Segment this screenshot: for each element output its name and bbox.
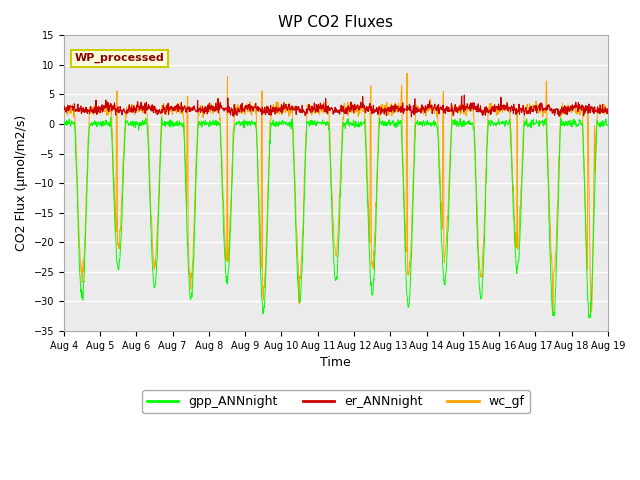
er_ANNnight — [604, 106, 611, 112]
gpp_ANNnight — [492, 122, 499, 128]
gpp_ANNnight — [181, 167, 189, 172]
er_ANNnight — [540, 106, 547, 111]
wc_gf — [60, 109, 68, 115]
wc_gf — [242, 104, 250, 110]
er_ANNnight — [168, 105, 175, 111]
er_ANNnight — [242, 103, 250, 108]
Legend: gpp_ANNnight, er_ANNnight, wc_gf: gpp_ANNnight, er_ANNnight, wc_gf — [142, 390, 530, 413]
gpp_ANNnight — [586, 315, 594, 321]
wc_gf — [604, 107, 611, 112]
Y-axis label: CO2 Flux (μmol/m2/s): CO2 Flux (μmol/m2/s) — [15, 115, 28, 251]
er_ANNnight — [60, 103, 68, 108]
er_ANNnight — [408, 114, 415, 120]
gpp_ANNnight — [168, 118, 176, 124]
gpp_ANNnight — [420, 121, 428, 127]
er_ANNnight — [181, 103, 189, 108]
er_ANNnight — [460, 92, 468, 98]
Line: er_ANNnight: er_ANNnight — [64, 95, 607, 117]
wc_gf — [420, 107, 428, 113]
wc_gf — [540, 110, 547, 116]
wc_gf — [181, 143, 189, 149]
Line: gpp_ANNnight: gpp_ANNnight — [64, 118, 607, 318]
gpp_ANNnight — [107, 115, 115, 120]
wc_gf — [168, 106, 175, 112]
gpp_ANNnight — [60, 123, 68, 129]
gpp_ANNnight — [540, 123, 547, 129]
gpp_ANNnight — [604, 122, 611, 128]
gpp_ANNnight — [242, 121, 250, 127]
Text: WP_processed: WP_processed — [75, 53, 164, 63]
Title: WP CO2 Fluxes: WP CO2 Fluxes — [278, 15, 394, 30]
wc_gf — [588, 309, 595, 315]
Line: wc_gf: wc_gf — [64, 73, 607, 312]
X-axis label: Time: Time — [321, 356, 351, 369]
er_ANNnight — [420, 106, 428, 111]
wc_gf — [492, 104, 499, 109]
wc_gf — [403, 71, 411, 76]
er_ANNnight — [492, 105, 499, 111]
